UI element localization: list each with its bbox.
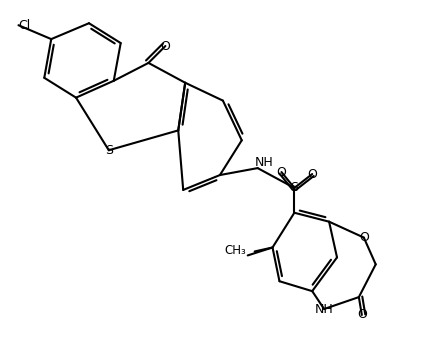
Text: Cl: Cl — [19, 19, 31, 32]
Text: S: S — [105, 144, 113, 157]
Text: NH: NH — [315, 303, 333, 316]
Text: O: O — [359, 231, 369, 244]
Text: O: O — [160, 39, 170, 52]
Text: O: O — [307, 168, 317, 181]
Text: O: O — [277, 165, 286, 178]
Text: O: O — [357, 308, 367, 321]
Text: CH₃: CH₃ — [224, 244, 246, 257]
Text: S: S — [290, 181, 298, 194]
Text: NH: NH — [255, 156, 274, 169]
